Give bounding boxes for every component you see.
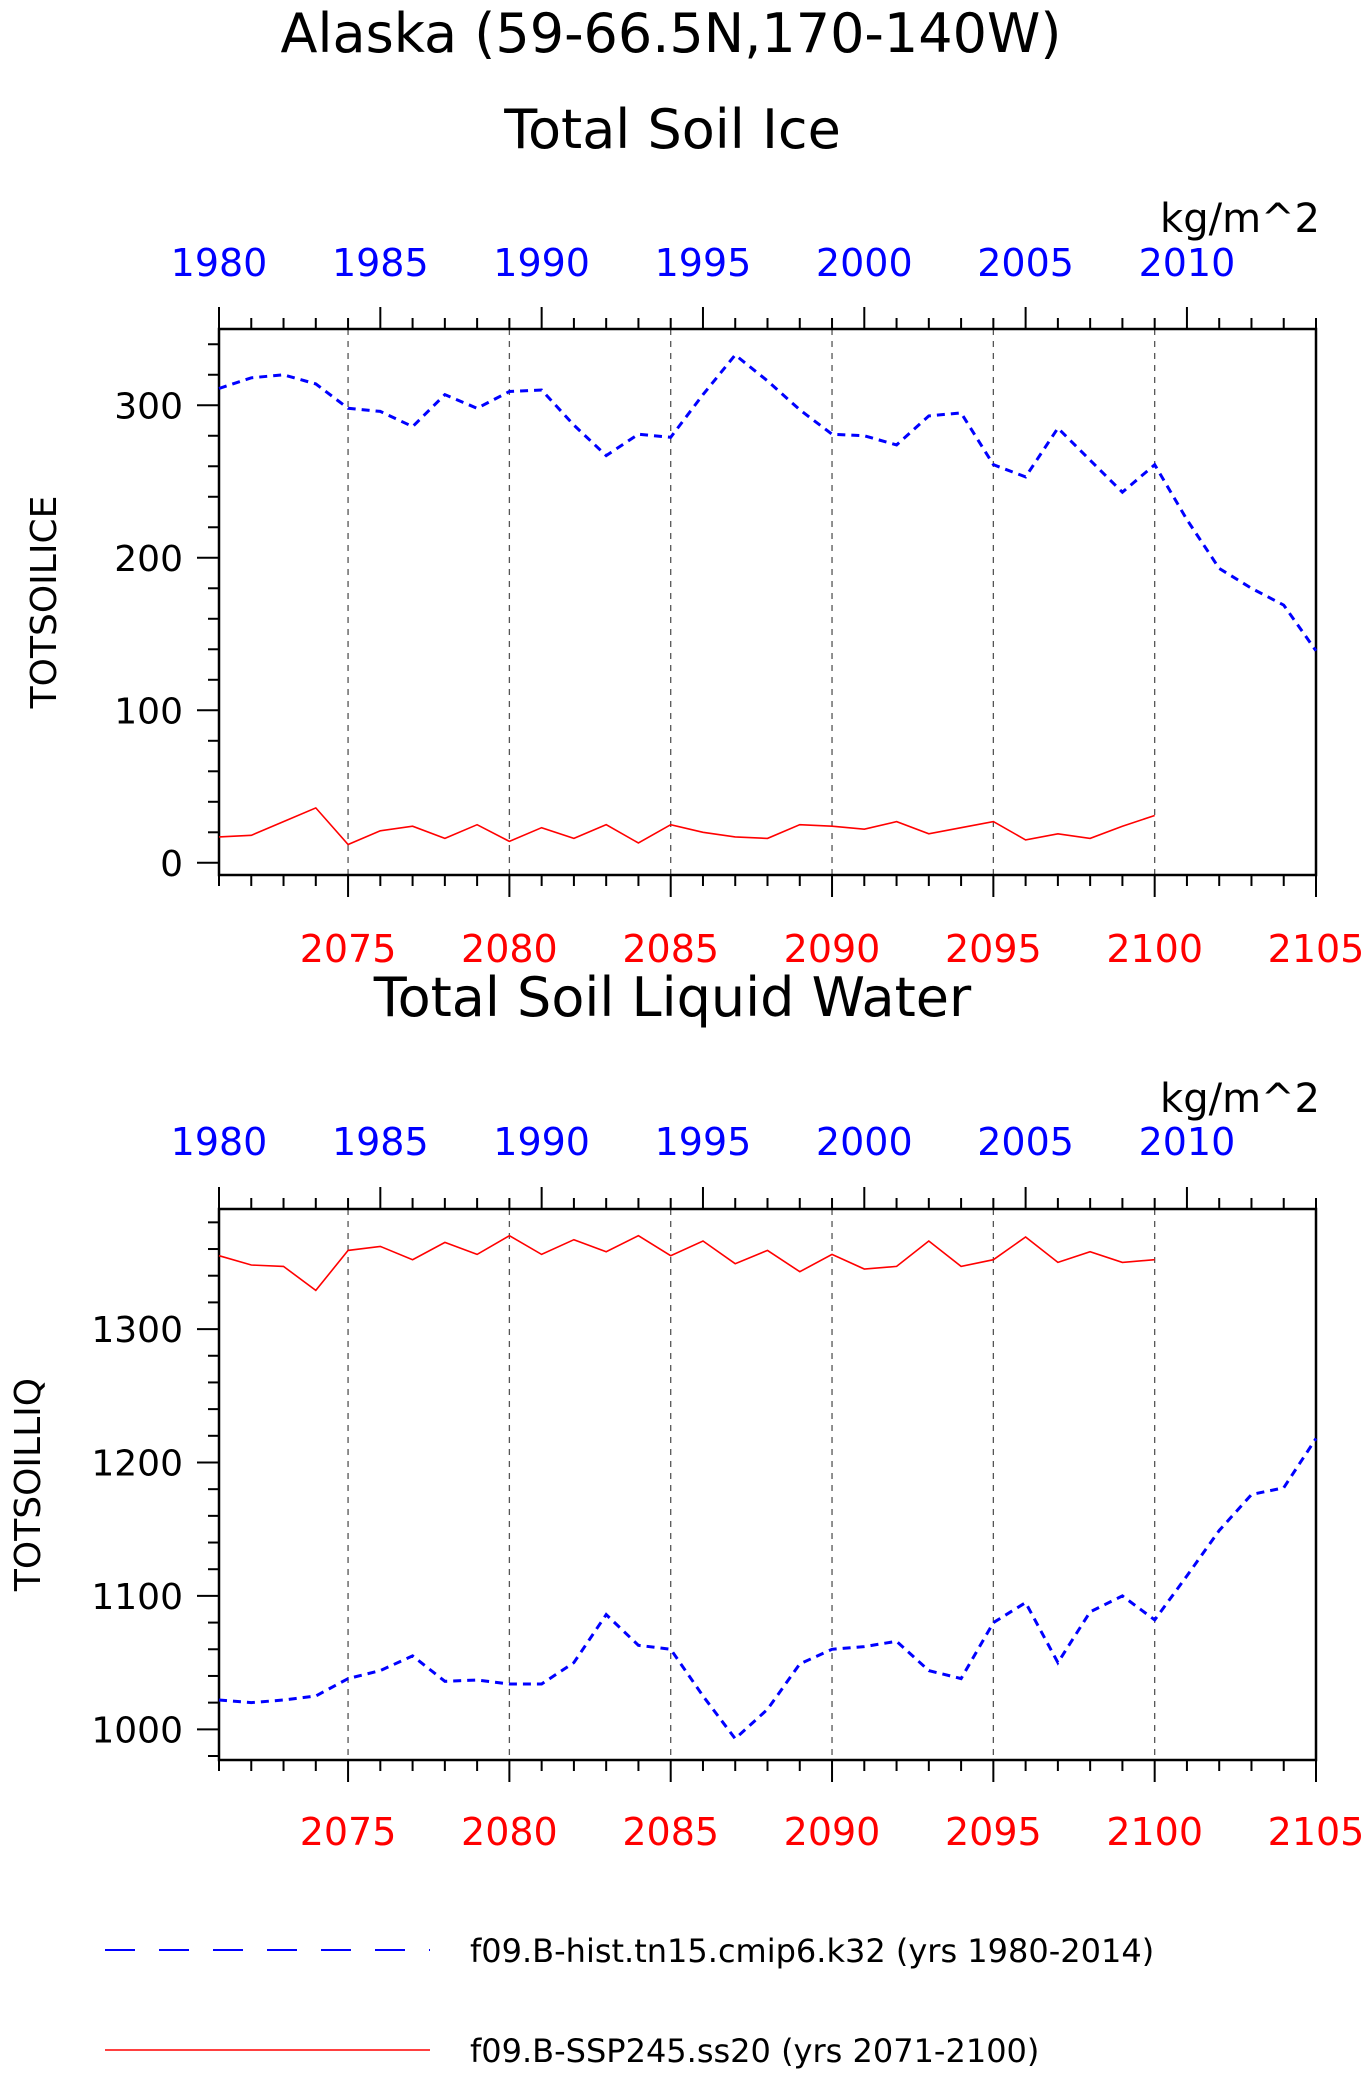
plot-frame (217, 1207, 1318, 1762)
x-top-tick-label: 1995 (655, 1120, 752, 1164)
x-bottom-tick-label: 2080 (461, 1810, 558, 1854)
x-bottom-tick-label: 2075 (300, 927, 397, 971)
y-tick-label: 0 (160, 844, 183, 885)
x-bottom-tick-label: 2075 (300, 1810, 397, 1854)
x-top-tick-label: 1990 (493, 241, 590, 285)
x-top-tick-label: 2005 (977, 241, 1074, 285)
legend-hist-label: f09.B-hist.tn15.cmip6.k32 (yrs 1980-2014… (470, 1932, 1154, 1970)
panel-title: Total Soil Ice (503, 98, 841, 161)
x-top-tick-label: 2010 (1139, 241, 1236, 285)
x-top-tick-label: 1980 (171, 241, 268, 285)
y-tick-label: 1000 (91, 1710, 183, 1751)
series-hist-line (218, 1437, 1318, 1741)
series-ssp-line (218, 806, 1155, 846)
units-label: kg/m^2 (1160, 196, 1320, 242)
x-top-tick-label: 1985 (332, 1120, 429, 1164)
legend: f09.B-hist.tn15.cmip6.k32 (yrs 1980-2014… (105, 1932, 1154, 2070)
y-tick-label: 1100 (91, 1577, 183, 1618)
x-bottom-tick-label: 2085 (622, 1810, 719, 1854)
x-bottom-tick-label: 2105 (1268, 927, 1365, 971)
y-tick-label: 200 (114, 539, 183, 580)
x-bottom-tick-label: 2090 (784, 1810, 881, 1854)
x-top-tick-label: 2005 (977, 1120, 1074, 1164)
x-bottom-tick-label: 2105 (1268, 1810, 1365, 1854)
y-axis-label: TOTSOILICE (24, 496, 65, 710)
x-top-tick-label: 1985 (332, 241, 429, 285)
x-bottom-tick-label: 2100 (1106, 927, 1203, 971)
y-axis-label: TOTSOILLIQ (8, 1378, 49, 1592)
x-bottom-tick-label: 2095 (945, 1810, 1042, 1854)
series-ssp-line (218, 1234, 1155, 1292)
x-bottom-tick-label: 2080 (461, 927, 558, 971)
y-tick-label: 100 (114, 691, 183, 732)
x-bottom-tick-label: 2090 (784, 927, 881, 971)
series-hist-line (218, 352, 1318, 652)
x-top-tick-label: 2000 (816, 1120, 913, 1164)
units-label: kg/m^2 (1160, 1076, 1320, 1122)
x-top-tick-label: 2010 (1139, 1120, 1236, 1164)
panel-total-soil-ice: Total Soil Ice kg/m^2 TOTSOILICE 2075 2080 20… (24, 98, 1364, 971)
y-tick-label: 1300 (91, 1310, 183, 1351)
legend-ssp-label: f09.B-SSP245.ss20 (yrs 2071-2100) (470, 2032, 1039, 2070)
figure-title: Alaska (59-66.5N,170-140W) (281, 2, 1062, 65)
y-tick-label: 300 (114, 386, 183, 427)
x-top-tick-label: 2000 (816, 241, 913, 285)
y-tick-label: 1200 (91, 1443, 183, 1484)
x-bottom-tick-label: 2095 (945, 927, 1042, 971)
panel-title: Total Soil Liquid Water (373, 966, 972, 1029)
x-top-tick-label: 1995 (655, 241, 752, 285)
x-bottom-tick-label: 2085 (622, 927, 719, 971)
panel-total-soil-liquid-water: Total Soil Liquid Water kg/m^2 TOTSOILLIQ 2… (8, 966, 1364, 1854)
x-bottom-tick-label: 2100 (1106, 1810, 1203, 1854)
plot-frame (217, 327, 1318, 877)
x-top-tick-label: 1980 (171, 1120, 268, 1164)
x-top-tick-label: 1990 (493, 1120, 590, 1164)
